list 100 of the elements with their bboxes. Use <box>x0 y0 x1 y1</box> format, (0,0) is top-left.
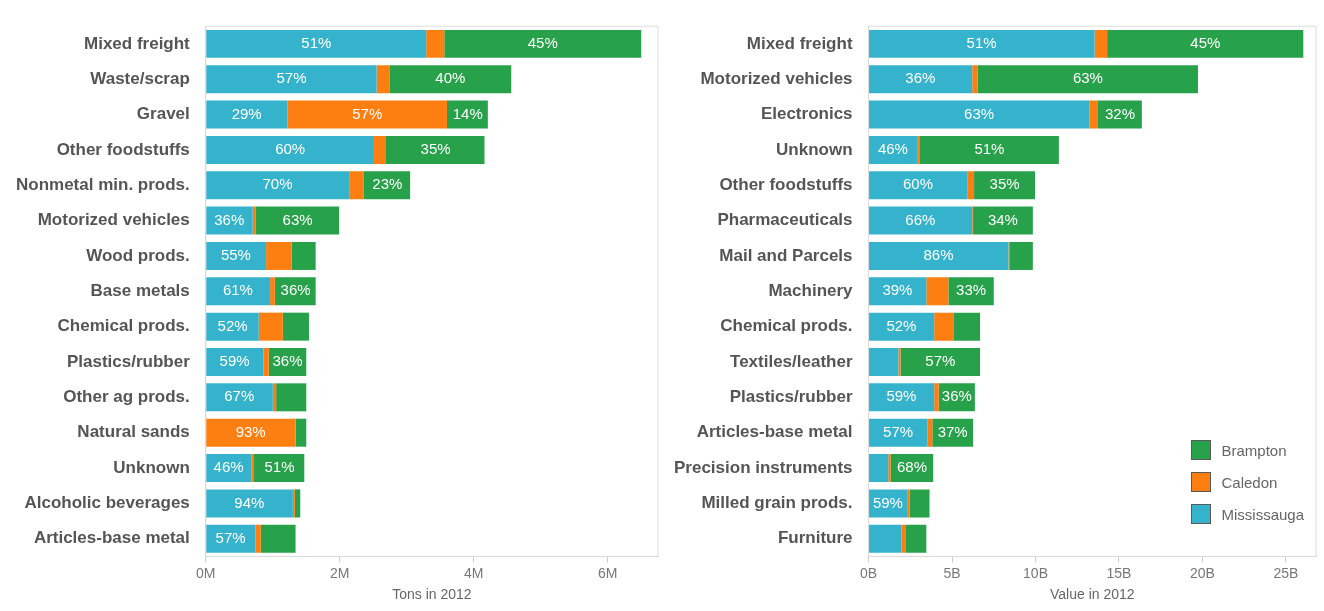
y-tick-label: Mixed freight <box>84 33 191 53</box>
annotation: 63% <box>964 104 995 122</box>
y-tick-label: Mail and Parcels <box>719 245 853 265</box>
annotation: 35% <box>989 175 1020 193</box>
y-tick-label: Other foodstuffs <box>719 174 853 194</box>
annotation: 37% <box>937 422 968 440</box>
annotation: 57% <box>215 528 246 546</box>
legend-label: Caledon <box>1221 473 1278 491</box>
bar <box>266 241 292 270</box>
annotation: 57% <box>276 69 307 87</box>
bar <box>888 454 891 483</box>
bar <box>869 65 973 94</box>
y-tick-label: Wood prods. <box>86 245 190 265</box>
y-tick-label: Other foodstuffs <box>56 139 190 159</box>
bar <box>206 171 350 200</box>
bar <box>251 454 255 483</box>
bar <box>206 135 374 164</box>
annotation: 68% <box>896 458 927 476</box>
annotation: 36% <box>941 387 972 405</box>
y-tick-label: Precision instruments <box>673 457 853 477</box>
annotation: 93% <box>235 422 266 440</box>
bar <box>869 206 973 235</box>
bar <box>426 29 445 58</box>
bar <box>898 348 901 376</box>
y-tick-label: Waste/scrap <box>90 68 190 88</box>
y-tick-label: Textiles/leather <box>730 351 853 371</box>
bar <box>206 277 271 306</box>
bar <box>967 171 975 200</box>
bar <box>349 171 364 200</box>
x-tick-label: 0M <box>196 564 216 581</box>
y-tick-label: Alcoholic beverages <box>24 493 190 513</box>
bar <box>869 454 889 483</box>
bar <box>444 29 642 58</box>
bar <box>919 135 1059 164</box>
bar <box>953 312 981 341</box>
y-tick-label: Natural sands <box>77 422 190 442</box>
annotation: 46% <box>213 458 244 476</box>
y-tick-label: Articles-base metal <box>696 422 853 442</box>
y-tick-label: Plastics/rubber <box>729 387 853 407</box>
bar <box>263 348 269 376</box>
annotation: 70% <box>262 175 293 193</box>
x-tick-label: 25B <box>1273 564 1299 581</box>
annotation: 40% <box>435 69 466 87</box>
annotation: 14% <box>452 104 483 122</box>
bar <box>389 65 512 94</box>
annotation: 45% <box>1190 34 1221 52</box>
bar <box>934 383 939 412</box>
annotation: 51% <box>966 34 997 52</box>
bar <box>869 524 902 553</box>
annotation: 57% <box>925 352 956 370</box>
y-tick-label: Electronics <box>760 104 853 124</box>
annotation: 29% <box>231 104 262 122</box>
bar <box>373 135 387 164</box>
y-tick-label: Nonmetal min. prods. <box>16 174 190 194</box>
bar <box>291 241 316 270</box>
bar <box>1094 29 1108 58</box>
bar <box>258 312 283 341</box>
bar <box>869 171 968 200</box>
annotation: 59% <box>219 352 250 370</box>
annotation: 46% <box>877 140 908 158</box>
bar <box>1009 241 1033 270</box>
bar <box>905 524 927 553</box>
bar <box>206 418 296 447</box>
bar <box>869 312 935 341</box>
bar <box>1107 29 1304 58</box>
annotation: 36% <box>214 210 245 228</box>
x-tick-label: 5B <box>943 564 961 581</box>
annotation: 51% <box>301 34 332 52</box>
annotation: 45% <box>527 34 558 52</box>
annotation: 33% <box>956 281 987 299</box>
annotation: 67% <box>224 387 255 405</box>
annotation: 66% <box>905 210 936 228</box>
annotation: 51% <box>974 140 1005 158</box>
bar <box>909 489 930 518</box>
annotation: 60% <box>275 140 306 158</box>
annotation: 63% <box>282 210 313 228</box>
y-tick-label: Motorized vehicles <box>700 68 853 88</box>
bar <box>270 277 275 306</box>
annotation: 36% <box>905 69 936 87</box>
legend-label: Brampton <box>1221 441 1287 459</box>
bar <box>900 348 981 376</box>
x-tick-label: 10B <box>1023 564 1048 581</box>
y-tick-label: Base metals <box>90 280 190 300</box>
x-tick-label: 6M <box>598 564 618 581</box>
bar <box>276 383 307 412</box>
bar <box>869 348 899 376</box>
x-axis-title: Value in 2012 <box>1049 586 1135 603</box>
bar <box>206 489 293 518</box>
bar <box>206 29 427 58</box>
annotation: 61% <box>222 281 253 299</box>
annotation: 59% <box>872 493 903 511</box>
y-tick-label: Other ag prods. <box>63 387 190 407</box>
annotation: 63% <box>1072 69 1103 87</box>
y-tick-label: Furniture <box>777 528 853 548</box>
annotation: 23% <box>372 175 403 193</box>
annotation: 57% <box>883 422 914 440</box>
annotation: 59% <box>886 387 917 405</box>
bar <box>926 277 949 306</box>
bar <box>972 65 978 94</box>
y-tick-label: Unknown <box>776 139 853 159</box>
